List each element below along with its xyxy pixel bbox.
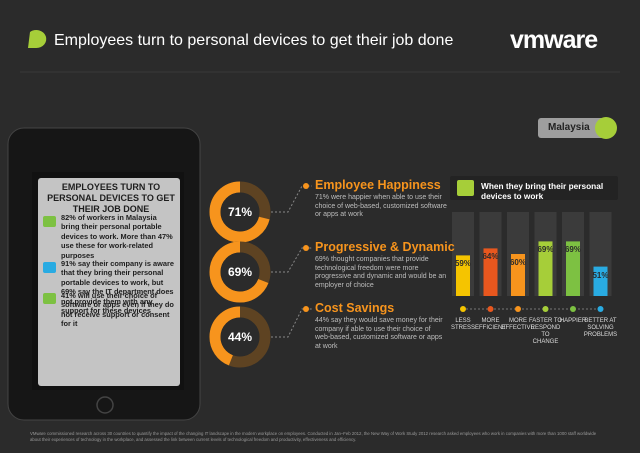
tablet-item: 82% of workers in Malaysia bring their p… — [61, 213, 173, 260]
connector-dot — [303, 306, 309, 312]
donut-label: 71% — [227, 205, 253, 219]
connector-dot — [303, 183, 309, 189]
donut-label: 69% — [227, 265, 253, 279]
bar-dot — [515, 306, 521, 312]
region-tag — [538, 118, 610, 138]
bar-value-label: 60% — [509, 258, 526, 267]
bar-dot — [570, 306, 576, 312]
donut-arc — [209, 306, 271, 368]
stat-title: Progressive & Dynamic — [315, 240, 455, 254]
footnote: VMware commissioned research across 30 c… — [30, 431, 597, 436]
category-label: LESS STRESS — [450, 318, 475, 331]
bar — [566, 241, 580, 296]
logo: vmware — [510, 26, 598, 54]
connector — [271, 185, 312, 213]
bar-value-label: 59% — [454, 259, 471, 269]
bar-dot — [597, 306, 604, 312]
category-label: FASTER TO RESPOND TO CHANGE — [528, 318, 563, 345]
bar-panel-header — [450, 176, 618, 200]
category-label: HAPPIER — [559, 318, 587, 324]
tablet-panel — [38, 178, 180, 386]
bar-panel-icon — [457, 180, 474, 196]
item-icon — [43, 293, 56, 304]
region-icon — [595, 117, 617, 139]
connector — [271, 247, 312, 273]
stat-text: 44% say they would save money for their … — [315, 317, 443, 350]
region: Malaysia — [548, 122, 590, 133]
donut-label: 44% — [227, 330, 253, 344]
bar-value-label: 69% — [537, 245, 554, 255]
category-label: MORE EFFICIENT — [475, 318, 506, 331]
category-label: BETTER AT SOLVING PROBLEMS — [583, 318, 618, 338]
stat-title: Employee Happiness — [315, 178, 441, 192]
bar-dot — [487, 306, 494, 312]
tablet-title: EMPLOYEES TURN TO PERSONAL DEVICES TO GE… — [47, 182, 175, 214]
bar-dot — [460, 306, 466, 312]
bar — [538, 241, 553, 296]
stat-text: 69% thought companies that provide techn… — [315, 256, 447, 289]
donut-hole — [220, 252, 260, 292]
connector-dot — [303, 245, 309, 251]
category-label: MORE EFFECTIVE — [501, 318, 535, 331]
bar-dot — [542, 306, 549, 312]
footnote: about their experiences of technology in… — [30, 437, 357, 442]
bar — [456, 255, 470, 296]
connector — [271, 308, 312, 338]
item-icon — [43, 216, 56, 227]
header-icon — [28, 30, 47, 49]
donut-arc — [209, 241, 271, 303]
tablet-item: 41% will use their choice of software or… — [61, 291, 174, 329]
item-icon — [43, 262, 56, 273]
donut-hole — [220, 317, 260, 357]
bar — [593, 266, 608, 296]
bar-chart-title: When they bring their personal devices t… — [481, 181, 604, 201]
stat-title: Cost Savings — [315, 301, 395, 315]
home-button — [96, 396, 114, 414]
tablet-item: 91% say their company is aware that they… — [61, 259, 174, 316]
donut-hole — [220, 192, 260, 232]
bar-value-label: 51% — [592, 270, 609, 280]
bar — [511, 254, 525, 296]
bar-value-label: 69% — [564, 245, 581, 255]
stat-text: 71% were happier when able to use their … — [315, 194, 447, 219]
donut-arc — [209, 181, 271, 243]
bar — [483, 248, 498, 296]
page-title: Employees turn to personal devices to ge… — [54, 32, 454, 49]
bar-value-label: 64% — [482, 252, 499, 262]
